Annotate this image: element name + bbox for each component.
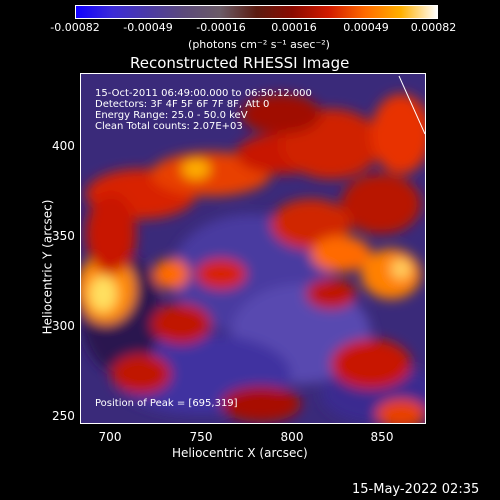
annotation-time: 15-Oct-2011 06:49:00.000 to 06:50:12.000 — [95, 88, 312, 99]
colorbar — [75, 5, 438, 19]
x-tick-label: 800 — [280, 430, 304, 444]
x-tick-label: 850 — [370, 430, 394, 444]
x-axis-label: Heliocentric X (arcsec) — [172, 446, 308, 460]
footer-date: 15-May-2022 02:35 — [352, 482, 480, 497]
colorbar-unit: (photons cm⁻² s⁻¹ asec⁻²) — [188, 38, 330, 51]
colorbar-tick: -0.00049 — [123, 21, 173, 34]
colorbar-tick: 0.00049 — [343, 21, 389, 34]
annotation-peak: Position of Peak = [695,319] — [95, 398, 238, 409]
y-axis-label: Heliocentric Y (arcsec) — [40, 199, 55, 335]
image-title: Reconstructed RHESSI Image — [130, 54, 350, 72]
annotation-detectors: Detectors: 3F 4F 5F 6F 7F 8F, Att 0 — [95, 99, 270, 110]
x-tick-label: 700 — [98, 430, 122, 444]
x-tick-label: 750 — [189, 430, 213, 444]
colorbar-tick: 0.00016 — [271, 21, 317, 34]
rhessi-image: 15-Oct-2011 06:49:00.000 to 06:50:12.000… — [80, 73, 426, 424]
heatmap — [81, 74, 425, 423]
colorbar-tick: 0.00082 — [410, 21, 457, 34]
annotation-energy: Energy Range: 25.0 - 50.0 keV — [95, 110, 248, 121]
y-tick-label: 350 — [52, 229, 75, 243]
colorbar-tick: -0.00016 — [196, 21, 246, 34]
y-tick-label: 400 — [52, 139, 75, 153]
y-tick-label: 300 — [52, 319, 75, 333]
limb-line — [398, 75, 425, 135]
y-tick-label: 250 — [52, 409, 75, 423]
colorbar-tick: -0.00082 — [50, 21, 100, 34]
annotation-counts: Clean Total counts: 2.07E+03 — [95, 121, 243, 132]
